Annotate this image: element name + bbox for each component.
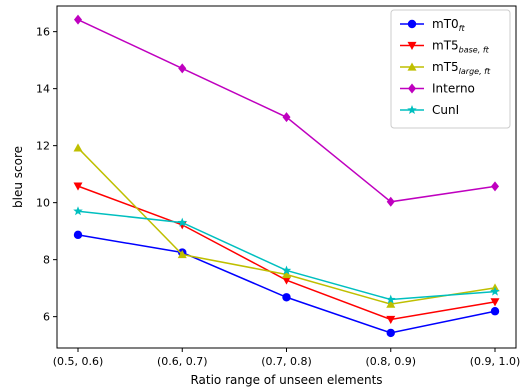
y-tick-label: 6 [43, 311, 50, 324]
data-point [73, 143, 83, 152]
series-1 [73, 182, 500, 324]
legend-marker [407, 62, 417, 71]
series-line [77, 210, 496, 301]
data-point [491, 181, 499, 192]
legend-label: mT5large, ft [432, 60, 491, 76]
data-point [490, 307, 500, 316]
legend-label: mT0ft [432, 17, 465, 33]
data-point [73, 206, 83, 216]
data-point [73, 182, 83, 191]
legend-marker [407, 105, 417, 115]
data-point [282, 293, 291, 302]
x-tick-label: (0.9, 1.0) [470, 355, 521, 368]
data-point [73, 230, 83, 240]
y-tick-label: 12 [36, 140, 50, 153]
series-4 [73, 206, 500, 304]
legend-item: mT5large, ft [400, 60, 491, 76]
x-tick-label: (0.7, 0.8) [261, 355, 312, 368]
y-tick-label: 10 [36, 197, 50, 210]
legend-marker [408, 83, 416, 94]
data-point [178, 63, 187, 74]
data-point [177, 217, 188, 227]
x-tick-label: (0.5, 0.6) [53, 355, 104, 368]
data-point [282, 112, 291, 123]
legend-label: CunI [432, 103, 459, 117]
legend-marker [407, 41, 417, 50]
legend-box [390, 9, 511, 129]
y-tick-label: 16 [36, 26, 50, 39]
legend-label: Interno [432, 82, 475, 96]
y-tick-label: 14 [36, 83, 50, 96]
legend-item: mT5base, ft [400, 39, 490, 55]
data-point [281, 265, 292, 275]
legend-marker [407, 19, 417, 29]
data-point [386, 196, 395, 207]
data-point [490, 298, 500, 307]
data-point [177, 250, 187, 259]
data-point [74, 14, 82, 25]
x-tick-label: (0.8, 0.9) [365, 355, 416, 368]
data-point [386, 315, 396, 324]
y-tick-label: 8 [43, 254, 50, 267]
legend-item: mT0ft [400, 17, 465, 33]
legend-item: CunI [400, 103, 459, 117]
x-axis-label: Ratio range of unseen elements [190, 373, 382, 387]
x-tick-label: (0.6, 0.7) [157, 355, 208, 368]
data-point [386, 299, 396, 308]
data-point [386, 328, 395, 338]
series-3 [74, 14, 499, 207]
legend-item: Interno [400, 82, 475, 96]
legend-label: mT5base, ft [432, 39, 490, 55]
data-point [282, 269, 291, 279]
data-point [385, 294, 396, 304]
data-point [490, 286, 500, 296]
data-point [282, 276, 291, 285]
y-axis-label: bleu score [11, 146, 25, 208]
